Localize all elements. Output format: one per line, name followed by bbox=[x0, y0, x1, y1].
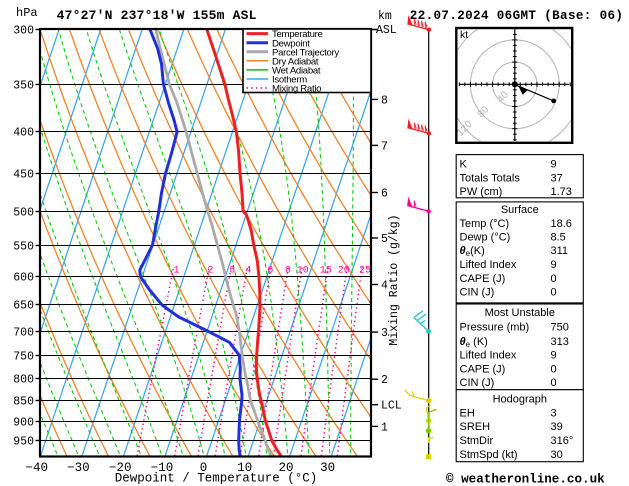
svg-text:1.73: 1.73 bbox=[551, 186, 572, 198]
svg-text:0: 0 bbox=[551, 364, 557, 376]
svg-text:10: 10 bbox=[237, 461, 252, 475]
svg-text:700: 700 bbox=[13, 327, 34, 340]
svg-text:8: 8 bbox=[381, 94, 388, 107]
svg-text:−30: −30 bbox=[67, 461, 90, 475]
svg-text:Mixing Ratio: Mixing Ratio bbox=[272, 84, 321, 95]
svg-text:CAPE (J): CAPE (J) bbox=[460, 273, 506, 285]
svg-text:550: 550 bbox=[13, 241, 34, 254]
svg-text:37: 37 bbox=[551, 172, 563, 184]
svg-text:Isotherm: Isotherm bbox=[272, 75, 307, 86]
svg-text:Temperature: Temperature bbox=[272, 29, 323, 40]
svg-text:600: 600 bbox=[13, 272, 34, 285]
svg-text:450: 450 bbox=[13, 169, 34, 182]
svg-text:6: 6 bbox=[267, 266, 273, 277]
svg-text:10: 10 bbox=[297, 266, 309, 277]
svg-text:Totals Totals: Totals Totals bbox=[460, 172, 521, 184]
svg-text:39: 39 bbox=[551, 421, 563, 433]
svg-text:9: 9 bbox=[551, 259, 557, 271]
svg-text:ASL: ASL bbox=[376, 24, 397, 37]
svg-text:9: 9 bbox=[551, 350, 557, 362]
svg-text:3: 3 bbox=[551, 407, 557, 419]
svg-text:PW (cm): PW (cm) bbox=[460, 186, 503, 198]
svg-text:−40: −40 bbox=[25, 461, 48, 475]
svg-text:CIN (J): CIN (J) bbox=[460, 287, 495, 299]
svg-text:θe (K): θe (K) bbox=[460, 336, 488, 349]
svg-text:22.07.2024 06GMT (Base: 06): 22.07.2024 06GMT (Base: 06) bbox=[410, 9, 624, 23]
svg-text:kt: kt bbox=[460, 29, 468, 41]
svg-text:30: 30 bbox=[320, 461, 335, 475]
svg-text:20: 20 bbox=[338, 266, 350, 277]
svg-text:15: 15 bbox=[320, 266, 332, 277]
svg-text:500: 500 bbox=[13, 207, 34, 220]
svg-text:313: 313 bbox=[551, 336, 569, 348]
svg-text:Dewp (°C): Dewp (°C) bbox=[460, 231, 511, 243]
svg-text:311: 311 bbox=[551, 245, 569, 257]
svg-text:6: 6 bbox=[381, 188, 388, 201]
svg-text:3: 3 bbox=[229, 266, 235, 277]
svg-text:7: 7 bbox=[381, 140, 388, 153]
svg-text:1: 1 bbox=[173, 266, 179, 277]
svg-text:3: 3 bbox=[381, 327, 388, 340]
svg-text:5: 5 bbox=[381, 233, 388, 246]
svg-text:Temp (°C): Temp (°C) bbox=[460, 218, 510, 230]
svg-text:Mixing Ratio (g/kg): Mixing Ratio (g/kg) bbox=[388, 214, 401, 345]
svg-text:Parcel Trajectory: Parcel Trajectory bbox=[272, 47, 339, 58]
svg-text:850: 850 bbox=[13, 396, 34, 409]
svg-text:StmDir: StmDir bbox=[460, 435, 494, 447]
svg-text:CIN (J): CIN (J) bbox=[460, 377, 495, 389]
svg-text:Lifted Index: Lifted Index bbox=[460, 259, 517, 271]
svg-text:LCL: LCL bbox=[381, 400, 402, 413]
svg-text:0: 0 bbox=[551, 377, 557, 389]
svg-text:Wet Adiabat: Wet Adiabat bbox=[272, 66, 321, 77]
svg-text:−10: −10 bbox=[151, 461, 174, 475]
svg-text:CAPE (J): CAPE (J) bbox=[460, 364, 506, 376]
svg-text:800: 800 bbox=[13, 374, 34, 387]
svg-text:8: 8 bbox=[285, 266, 291, 277]
svg-text:Most Unstable: Most Unstable bbox=[485, 307, 555, 319]
svg-text:9: 9 bbox=[551, 159, 557, 171]
svg-text:EH: EH bbox=[460, 407, 475, 419]
svg-text:StmSpd (kt): StmSpd (kt) bbox=[460, 449, 518, 461]
svg-text:© weatheronline.co.uk: © weatheronline.co.uk bbox=[446, 473, 605, 486]
svg-text:750: 750 bbox=[551, 321, 569, 333]
svg-text:Surface: Surface bbox=[501, 204, 539, 216]
svg-text:K: K bbox=[460, 159, 468, 171]
svg-text:0: 0 bbox=[551, 273, 557, 285]
svg-text:1: 1 bbox=[381, 421, 388, 434]
svg-text:Dewpoint: Dewpoint bbox=[272, 38, 310, 49]
svg-text:650: 650 bbox=[13, 300, 34, 313]
svg-text:900: 900 bbox=[13, 417, 34, 430]
svg-text:Hodograph: Hodograph bbox=[493, 393, 547, 405]
svg-text:4: 4 bbox=[245, 266, 251, 277]
svg-text:20: 20 bbox=[278, 461, 293, 475]
svg-text:350: 350 bbox=[13, 80, 34, 93]
svg-text:47°27'N 237°18'W 155m ASL: 47°27'N 237°18'W 155m ASL bbox=[57, 8, 257, 23]
svg-text:2: 2 bbox=[207, 266, 213, 277]
svg-text:400: 400 bbox=[13, 127, 34, 140]
svg-text:θe(K): θe(K) bbox=[460, 245, 485, 258]
svg-text:750: 750 bbox=[13, 351, 34, 364]
svg-text:18.6: 18.6 bbox=[551, 218, 572, 230]
svg-text:0: 0 bbox=[200, 461, 208, 475]
svg-text:2: 2 bbox=[381, 374, 388, 387]
svg-text:25: 25 bbox=[359, 266, 371, 277]
svg-text:Dry Adiabat: Dry Adiabat bbox=[272, 56, 319, 67]
svg-text:−20: −20 bbox=[109, 461, 132, 475]
svg-text:300: 300 bbox=[13, 25, 34, 38]
svg-text:30: 30 bbox=[551, 449, 563, 461]
svg-text:hPa: hPa bbox=[16, 6, 38, 20]
svg-text:316°: 316° bbox=[551, 435, 574, 447]
svg-text:Dewpoint / Temperature (°C): Dewpoint / Temperature (°C) bbox=[115, 472, 318, 486]
svg-text:km: km bbox=[378, 10, 392, 23]
svg-text:Pressure (mb): Pressure (mb) bbox=[460, 321, 530, 333]
svg-text:0: 0 bbox=[551, 287, 557, 299]
svg-text:SREH: SREH bbox=[460, 421, 491, 433]
svg-text:Lifted Index: Lifted Index bbox=[460, 350, 517, 362]
svg-text:4: 4 bbox=[381, 280, 388, 293]
svg-text:950: 950 bbox=[13, 436, 34, 449]
svg-text:8.5: 8.5 bbox=[551, 231, 566, 243]
